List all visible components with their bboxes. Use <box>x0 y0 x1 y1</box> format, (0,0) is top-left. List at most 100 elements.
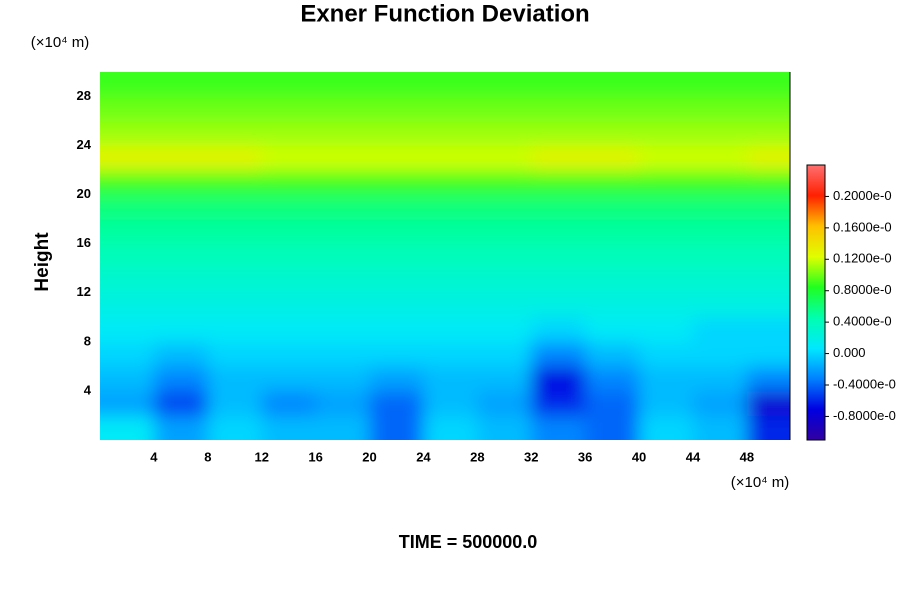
field-cell <box>692 341 748 367</box>
field-cell <box>692 72 748 98</box>
field-cell <box>531 121 586 147</box>
field-cell <box>153 96 209 122</box>
colorbar-tick-label: -0.4000e-0 <box>833 376 896 391</box>
field-cell <box>692 170 748 196</box>
field-cell <box>477 317 532 343</box>
field-cell <box>261 145 317 171</box>
colorbar-tick-label: 0.2000e-0 <box>833 188 892 203</box>
field-cell <box>315 145 371 171</box>
field-cell <box>423 341 478 367</box>
field-cell <box>746 243 790 269</box>
field-cell <box>153 194 209 220</box>
field-cell <box>261 317 317 343</box>
field-cell <box>423 317 478 343</box>
field-cell <box>315 243 371 269</box>
field-cell <box>100 194 155 220</box>
field-cell <box>369 317 424 343</box>
y-tick-label: 8 <box>84 333 91 348</box>
field-cell <box>477 415 532 440</box>
field-cell <box>477 72 532 98</box>
field-cell <box>746 390 790 416</box>
field-cell <box>746 268 790 294</box>
field-cell <box>423 72 478 98</box>
field-cell <box>100 121 155 147</box>
y-tick-label: 28 <box>77 88 91 103</box>
field-cell <box>639 96 694 122</box>
field-cell <box>746 317 790 343</box>
field-cell <box>207 390 263 416</box>
field-cell <box>153 317 209 343</box>
field-cell <box>423 243 478 269</box>
field-cell <box>639 415 694 440</box>
field-cell <box>531 292 586 318</box>
field-cell <box>639 317 694 343</box>
field-cell <box>746 170 790 196</box>
field-cell <box>531 72 586 98</box>
field-cell <box>692 390 748 416</box>
field-cell <box>531 390 586 416</box>
field-cell <box>639 390 694 416</box>
field-cell <box>315 170 371 196</box>
field-cell <box>369 341 424 367</box>
field-cell <box>261 268 317 294</box>
field-cell <box>692 96 748 122</box>
field-cell <box>207 268 263 294</box>
field-cell <box>100 268 155 294</box>
field-cell <box>477 194 532 220</box>
chart-title: Exner Function Deviation <box>300 0 589 27</box>
field-cell <box>369 415 424 440</box>
field-cell <box>585 194 640 220</box>
field-cell <box>315 194 371 220</box>
field-cell <box>585 145 640 171</box>
field-cell <box>100 415 155 440</box>
field-cell <box>692 243 748 269</box>
field-cell <box>531 170 586 196</box>
field-cell <box>207 366 263 392</box>
field-cell <box>153 219 209 245</box>
field-cell <box>531 219 586 245</box>
field-cell <box>477 243 532 269</box>
field-cell <box>100 96 155 122</box>
field-cell <box>639 170 694 196</box>
field-cell <box>369 219 424 245</box>
field-cell <box>207 121 263 147</box>
x-tick-label: 16 <box>308 449 322 464</box>
x-tick-label: 44 <box>686 449 701 464</box>
field-cell <box>153 292 209 318</box>
field-cell <box>423 121 478 147</box>
field-cell <box>100 145 155 171</box>
field-cell <box>153 366 209 392</box>
field-cell <box>261 390 317 416</box>
field-cell <box>585 219 640 245</box>
field-cell <box>639 219 694 245</box>
field-cell <box>692 366 748 392</box>
field-cell <box>261 219 317 245</box>
field <box>100 72 790 440</box>
field-cell <box>100 292 155 318</box>
field-cell <box>746 145 790 171</box>
field-cell <box>477 145 532 171</box>
field-cell <box>153 341 209 367</box>
field-cell <box>692 145 748 171</box>
field-cell <box>692 415 748 440</box>
field-cell <box>207 72 263 98</box>
field-cell <box>100 219 155 245</box>
field-cell <box>315 72 371 98</box>
field-cell <box>261 366 317 392</box>
field-cell <box>531 341 586 367</box>
field-cell <box>531 96 586 122</box>
colorbar-tick-label: -0.8000e-0 <box>833 408 896 423</box>
y-axis-label: Height <box>32 232 53 292</box>
field-cell <box>585 96 640 122</box>
field-cell <box>261 121 317 147</box>
field-cell <box>207 96 263 122</box>
field-cell <box>315 390 371 416</box>
field-cell <box>100 390 155 416</box>
field-cell <box>100 317 155 343</box>
field-cell <box>585 243 640 269</box>
colorbar <box>806 164 826 441</box>
field-cell <box>369 366 424 392</box>
x-tick-label: 48 <box>740 449 754 464</box>
field-cell <box>692 292 748 318</box>
field-cell <box>477 96 532 122</box>
